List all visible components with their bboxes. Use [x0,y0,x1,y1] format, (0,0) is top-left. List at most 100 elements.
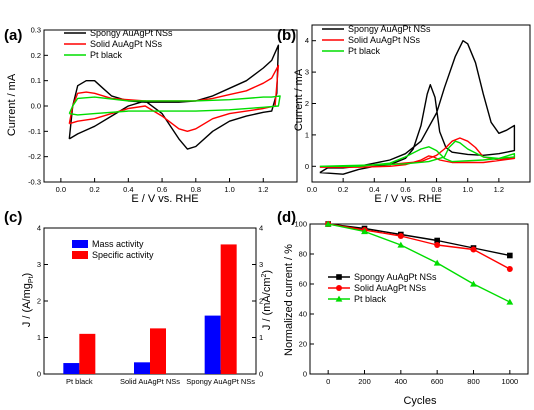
panel-a: (a) E / V vs. RHE Current / mA 0.0 0.2 0.4… [4,26,298,205]
data-point [361,228,368,235]
y-tick-label-right: 4 [259,224,263,233]
legend-label: Mass activity [92,239,144,249]
panel-b: (b) E / V vs. RHE Current / mA 0.0 0.2 0.4… [277,24,531,205]
y-tick-label-right: 2 [259,297,263,306]
x-tick-label: 1.2 [258,185,268,194]
y-tick-label-left: 3 [37,260,41,269]
x-tick-label: 800 [467,377,480,386]
bar-mass [204,315,221,374]
x-tick-label: 0.0 [56,185,66,194]
bar-specific [150,328,166,374]
legend-label: Spongy AuAgPt NSs [354,272,437,282]
x-tick-label: Pt black [66,377,93,386]
x-tick-label: 0.2 [89,185,99,194]
x-tick-label: 0.4 [369,185,379,194]
legend-label: Solid AuAgPt NSs [348,35,421,45]
y-tick-label: 60 [299,280,307,289]
y-tick-label: -0.3 [28,178,41,187]
legend-label: Pt black [348,46,381,56]
y-tick-label-left: 1 [37,333,41,342]
x-tick-label: 0.4 [123,185,133,194]
bar-specific [79,333,96,374]
panel-d: (d) Cycles Normalized current / % 0 200 40… [277,209,529,407]
y-tick-label-left: 0 [37,370,41,379]
x-tick-label: 1.0 [462,185,472,194]
y-tick-label-left: 4 [37,224,41,233]
y-axis-label-right-c: J / (mA/cm2) [261,270,273,330]
legend-label: Spongy AuAgPt NSs [90,28,173,38]
legend-marker [335,295,343,302]
series-line-0 [68,44,280,150]
y-tick-label: 0.1 [31,76,41,85]
y-tick-label-right: 1 [259,333,263,342]
legend-swatch [72,240,88,248]
data-point [397,233,404,239]
y-tick-label: 0.0 [31,102,41,111]
bar-specific [220,244,237,374]
legend-marker [336,285,342,291]
series-line-1 [68,64,280,132]
x-tick-label: 1.0 [224,185,234,194]
x-tick-label: 1.2 [494,185,504,194]
series-line-1 [319,137,516,168]
y-tick-label: -0.1 [28,127,41,136]
data-point [433,259,441,266]
legend-label: Pt black [90,50,123,60]
legend-swatch [72,251,88,259]
bar-mass [63,363,80,374]
series-line-2 [328,223,511,303]
x-tick-label: 0.6 [157,185,167,194]
y-tick-label: 0 [303,370,307,379]
y-tick-label: 20 [299,340,307,349]
series-line-2 [68,95,281,116]
plot-frame [43,29,298,183]
series-line-1 [328,223,511,270]
x-tick-label: Spongy AuAgPt NSs [186,377,255,386]
y-tick-label: 4 [305,36,309,45]
y-axis-label-a: Current / mA [6,73,18,136]
x-tick-label: 0.0 [307,185,317,194]
y-axis-label-d: Normalized current / % [283,244,295,356]
panel-label-d: (d) [277,209,296,226]
x-axis-label-b: E / V vs. RHE [374,193,441,205]
legend-marker [336,274,342,280]
y-tick-label: 0.3 [31,26,41,35]
x-tick-label: 200 [358,377,371,386]
x-tick-label: 0.6 [400,185,410,194]
x-axis-label-a: E / V vs. RHE [131,193,198,205]
panel-label-a: (a) [4,27,22,44]
y-tick-label: 1 [305,130,309,139]
y-tick-label-right: 0 [259,370,263,379]
data-point [470,246,477,253]
bar-mass [134,362,150,374]
y-axis-label-left-c: J / (A/mgPt) [21,273,35,327]
y-tick-label: 80 [299,250,307,259]
series-line-0 [319,40,516,175]
data-point [434,237,440,244]
x-tick-label: 0.8 [431,185,441,194]
y-tick-label: 40 [299,310,307,319]
data-point [434,242,441,248]
panel-c: (c) J / (A/mgPt) J / (mA/cm2) 0 0 1 1 2 2 3 3 4 4… [4,209,273,386]
x-tick-label: 600 [431,377,444,386]
x-tick-label: 0.8 [191,185,201,194]
legend-label: Pt black [354,294,387,304]
y-tick-label: 100 [294,220,307,229]
data-point [324,220,332,227]
data-point [506,298,514,305]
x-tick-label: 0 [326,377,330,386]
y-tick-label: 0.2 [31,51,41,60]
y-tick-label: -0.2 [28,152,41,161]
y-tick-label: 3 [305,68,309,77]
y-tick-label: 0 [305,162,309,171]
legend-label: Spongy AuAgPt NSs [348,24,431,34]
legend-label: Specific activity [92,250,154,260]
data-point [397,241,405,248]
y-tick-label: 2 [305,99,309,108]
x-tick-label: 0.2 [338,185,348,194]
legend-label: Solid AuAgPt NSs [354,283,427,293]
data-point [507,252,513,259]
series-line-2 [319,140,516,167]
data-point [506,266,513,272]
